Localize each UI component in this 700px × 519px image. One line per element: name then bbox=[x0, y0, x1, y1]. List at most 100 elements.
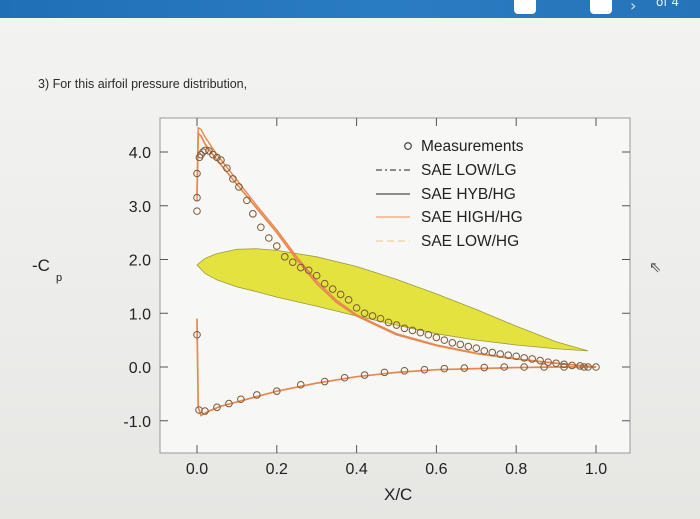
question-text: 3) For this airfoil pressure distributio… bbox=[38, 77, 248, 91]
series-line bbox=[196, 318, 596, 417]
measurement-point bbox=[576, 362, 584, 370]
measurement-point bbox=[440, 364, 449, 373]
measurement-point bbox=[352, 304, 361, 312]
measurement-point bbox=[500, 363, 509, 371]
measurement-point bbox=[209, 150, 217, 159]
measurement-point bbox=[496, 350, 505, 358]
measurement-point bbox=[360, 371, 369, 379]
measurement-point bbox=[193, 207, 201, 215]
measurement-point bbox=[288, 258, 297, 266]
measurement-point bbox=[400, 324, 409, 333]
measurement-point bbox=[243, 196, 251, 205]
measurement-point bbox=[328, 285, 337, 293]
y-axis-label-subscript: p bbox=[56, 272, 62, 284]
measurement-point bbox=[237, 395, 245, 404]
measurement-point bbox=[360, 309, 369, 318]
legend-label: SAE LOW/HG bbox=[421, 233, 519, 250]
measurement-point bbox=[488, 348, 497, 357]
measurement-point bbox=[512, 352, 521, 361]
measurement-point bbox=[568, 361, 576, 370]
y-tick-label: 2.0 bbox=[129, 253, 151, 270]
measurement-point bbox=[580, 363, 588, 371]
measurement-point bbox=[213, 153, 221, 162]
y-axis-label: -C bbox=[32, 256, 50, 275]
measurement-point bbox=[376, 314, 385, 323]
measurement-point bbox=[235, 183, 243, 191]
y-tick-label: 0.0 bbox=[129, 360, 151, 377]
measurement-point bbox=[448, 339, 457, 347]
y-tick-label: 4.0 bbox=[129, 145, 151, 162]
measurement-point bbox=[205, 147, 213, 155]
legend-label: SAE HIGH/HG bbox=[421, 209, 523, 226]
measurement-point bbox=[229, 175, 237, 183]
measurement-point bbox=[340, 373, 349, 382]
chevron-right-icon[interactable]: › bbox=[630, 0, 637, 15]
legend-marker bbox=[404, 142, 412, 150]
measurement-point bbox=[544, 358, 552, 366]
measurement-point bbox=[472, 344, 481, 352]
measurement-point bbox=[225, 399, 233, 408]
measurement-point bbox=[592, 363, 600, 371]
measurement-point bbox=[336, 290, 345, 299]
measurement-point bbox=[217, 156, 225, 164]
measurement-point bbox=[320, 377, 329, 386]
measurement-point bbox=[464, 342, 473, 351]
x-tick-label: 0.4 bbox=[345, 461, 367, 478]
measurement-point bbox=[400, 366, 409, 375]
measurement-point bbox=[368, 312, 377, 320]
measurement-point bbox=[456, 340, 465, 349]
toolbar-button[interactable] bbox=[514, 0, 536, 14]
measurement-point bbox=[560, 360, 568, 369]
measurement-point bbox=[384, 318, 393, 327]
measurement-point bbox=[223, 164, 231, 172]
mouse-cursor-icon: ⇖ bbox=[649, 258, 662, 276]
legend-label: SAE LOW/LG bbox=[421, 162, 517, 179]
measurement-point bbox=[273, 242, 281, 250]
x-tick-label: 0.8 bbox=[505, 461, 527, 478]
measurement-point bbox=[504, 351, 513, 359]
measurement-point bbox=[296, 380, 305, 389]
measurement-point bbox=[193, 330, 201, 339]
measurement-point bbox=[380, 368, 389, 377]
measurement-point bbox=[432, 333, 441, 342]
top-toolbar: › of 4 bbox=[0, 0, 700, 18]
measurement-point bbox=[560, 363, 568, 371]
measurement-point bbox=[201, 146, 209, 155]
measurement-point bbox=[296, 263, 305, 272]
y-tick-label: 3.0 bbox=[129, 199, 151, 216]
measurement-point bbox=[520, 354, 528, 362]
measurement-point bbox=[420, 365, 429, 374]
measurement-point bbox=[552, 359, 560, 368]
x-tick-label: 0.6 bbox=[425, 461, 447, 478]
measurement-point bbox=[344, 296, 353, 304]
measurement-point bbox=[416, 328, 425, 337]
measurement-point bbox=[440, 336, 449, 344]
measurement-point bbox=[520, 363, 528, 371]
measurement-point bbox=[304, 266, 313, 275]
measurement-point bbox=[460, 364, 469, 372]
measurement-point bbox=[257, 223, 265, 232]
measurement-point bbox=[528, 355, 536, 363]
airfoil-shape bbox=[196, 248, 589, 352]
measurement-point bbox=[193, 169, 201, 178]
page-indicator: of 4 bbox=[656, 0, 680, 9]
measurement-point bbox=[213, 403, 221, 412]
measurement-point bbox=[480, 347, 489, 355]
measurement-point bbox=[480, 363, 489, 372]
x-tick-label: 1.0 bbox=[585, 461, 607, 478]
toolbar-button[interactable] bbox=[590, 0, 612, 14]
measurement-point bbox=[536, 356, 544, 365]
x-axis-label: X/C bbox=[384, 485, 412, 504]
x-tick-label: 0.0 bbox=[186, 461, 208, 478]
measurement-point bbox=[265, 234, 273, 242]
measurement-point bbox=[584, 363, 592, 371]
y-tick-label: -1.0 bbox=[123, 414, 151, 431]
measurement-point bbox=[320, 279, 329, 288]
legend-label: SAE HYB/HG bbox=[421, 186, 516, 203]
measurement-point bbox=[312, 271, 321, 280]
measurement-point bbox=[424, 330, 433, 339]
y-tick-label: 1.0 bbox=[129, 306, 151, 323]
legend-label: Measurements bbox=[421, 138, 524, 155]
measurement-point bbox=[201, 407, 209, 415]
